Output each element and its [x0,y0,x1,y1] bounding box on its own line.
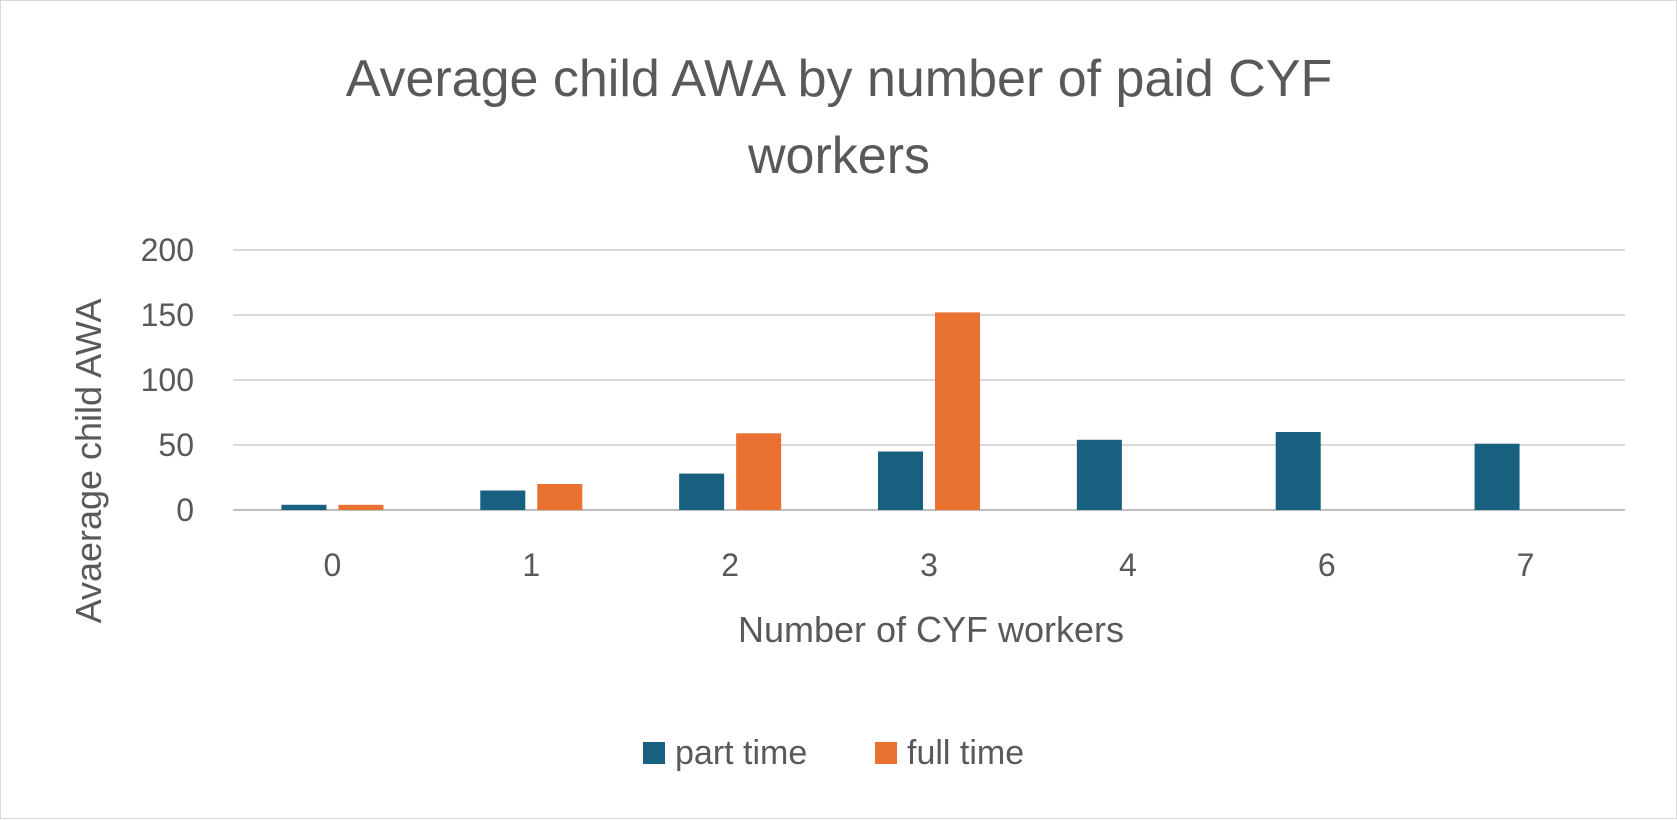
bar-part-time-7 [1474,443,1520,510]
y-tick-label: 50 [158,427,194,463]
y-tick-label: 0 [176,492,194,528]
y-tick-label: 150 [141,297,194,333]
legend-label-full-time: full time [907,734,1024,772]
x-tick-label: 4 [1119,547,1137,583]
legend: part time full time [643,734,1024,772]
legend-label-part-time: part time [675,734,807,772]
bar-full-time-2 [736,433,782,510]
legend-swatch-part-time [643,742,665,764]
bar-full-time-1 [537,484,583,510]
x-tick-label: 0 [324,547,342,583]
x-axis-tick-labels: 0 1 2 3 4 6 7 [324,547,1535,583]
x-tick-label: 2 [721,547,739,583]
bar-part-time-4 [1076,439,1122,510]
legend-swatch-full-time [875,742,897,764]
gridlines [233,249,1625,511]
chart-title-line-1: Average child AWA by number of paid CYF [346,50,1333,108]
x-tick-label: 7 [1517,547,1535,583]
bar-part-time-1 [480,490,526,510]
y-axis-title: Avaerage child AWA [68,299,109,624]
y-tick-label: 200 [141,232,194,268]
bars [281,312,1520,510]
x-axis-title: Number of CYF workers [738,609,1124,650]
x-tick-label: 1 [522,547,540,583]
x-tick-label: 6 [1318,547,1336,583]
bar-part-time-3 [878,451,923,510]
bar-full-time-0 [338,504,384,510]
chart-title-line-2: workers [747,127,930,185]
x-tick-label: 3 [920,547,938,583]
y-axis-tick-labels: 0 50 100 150 200 [141,232,194,528]
bar-part-time-0 [281,504,327,510]
bar-part-time-6 [1275,432,1321,510]
y-tick-label: 100 [141,362,194,398]
bar-full-time-3 [935,312,980,510]
bar-part-time-2 [679,473,725,510]
